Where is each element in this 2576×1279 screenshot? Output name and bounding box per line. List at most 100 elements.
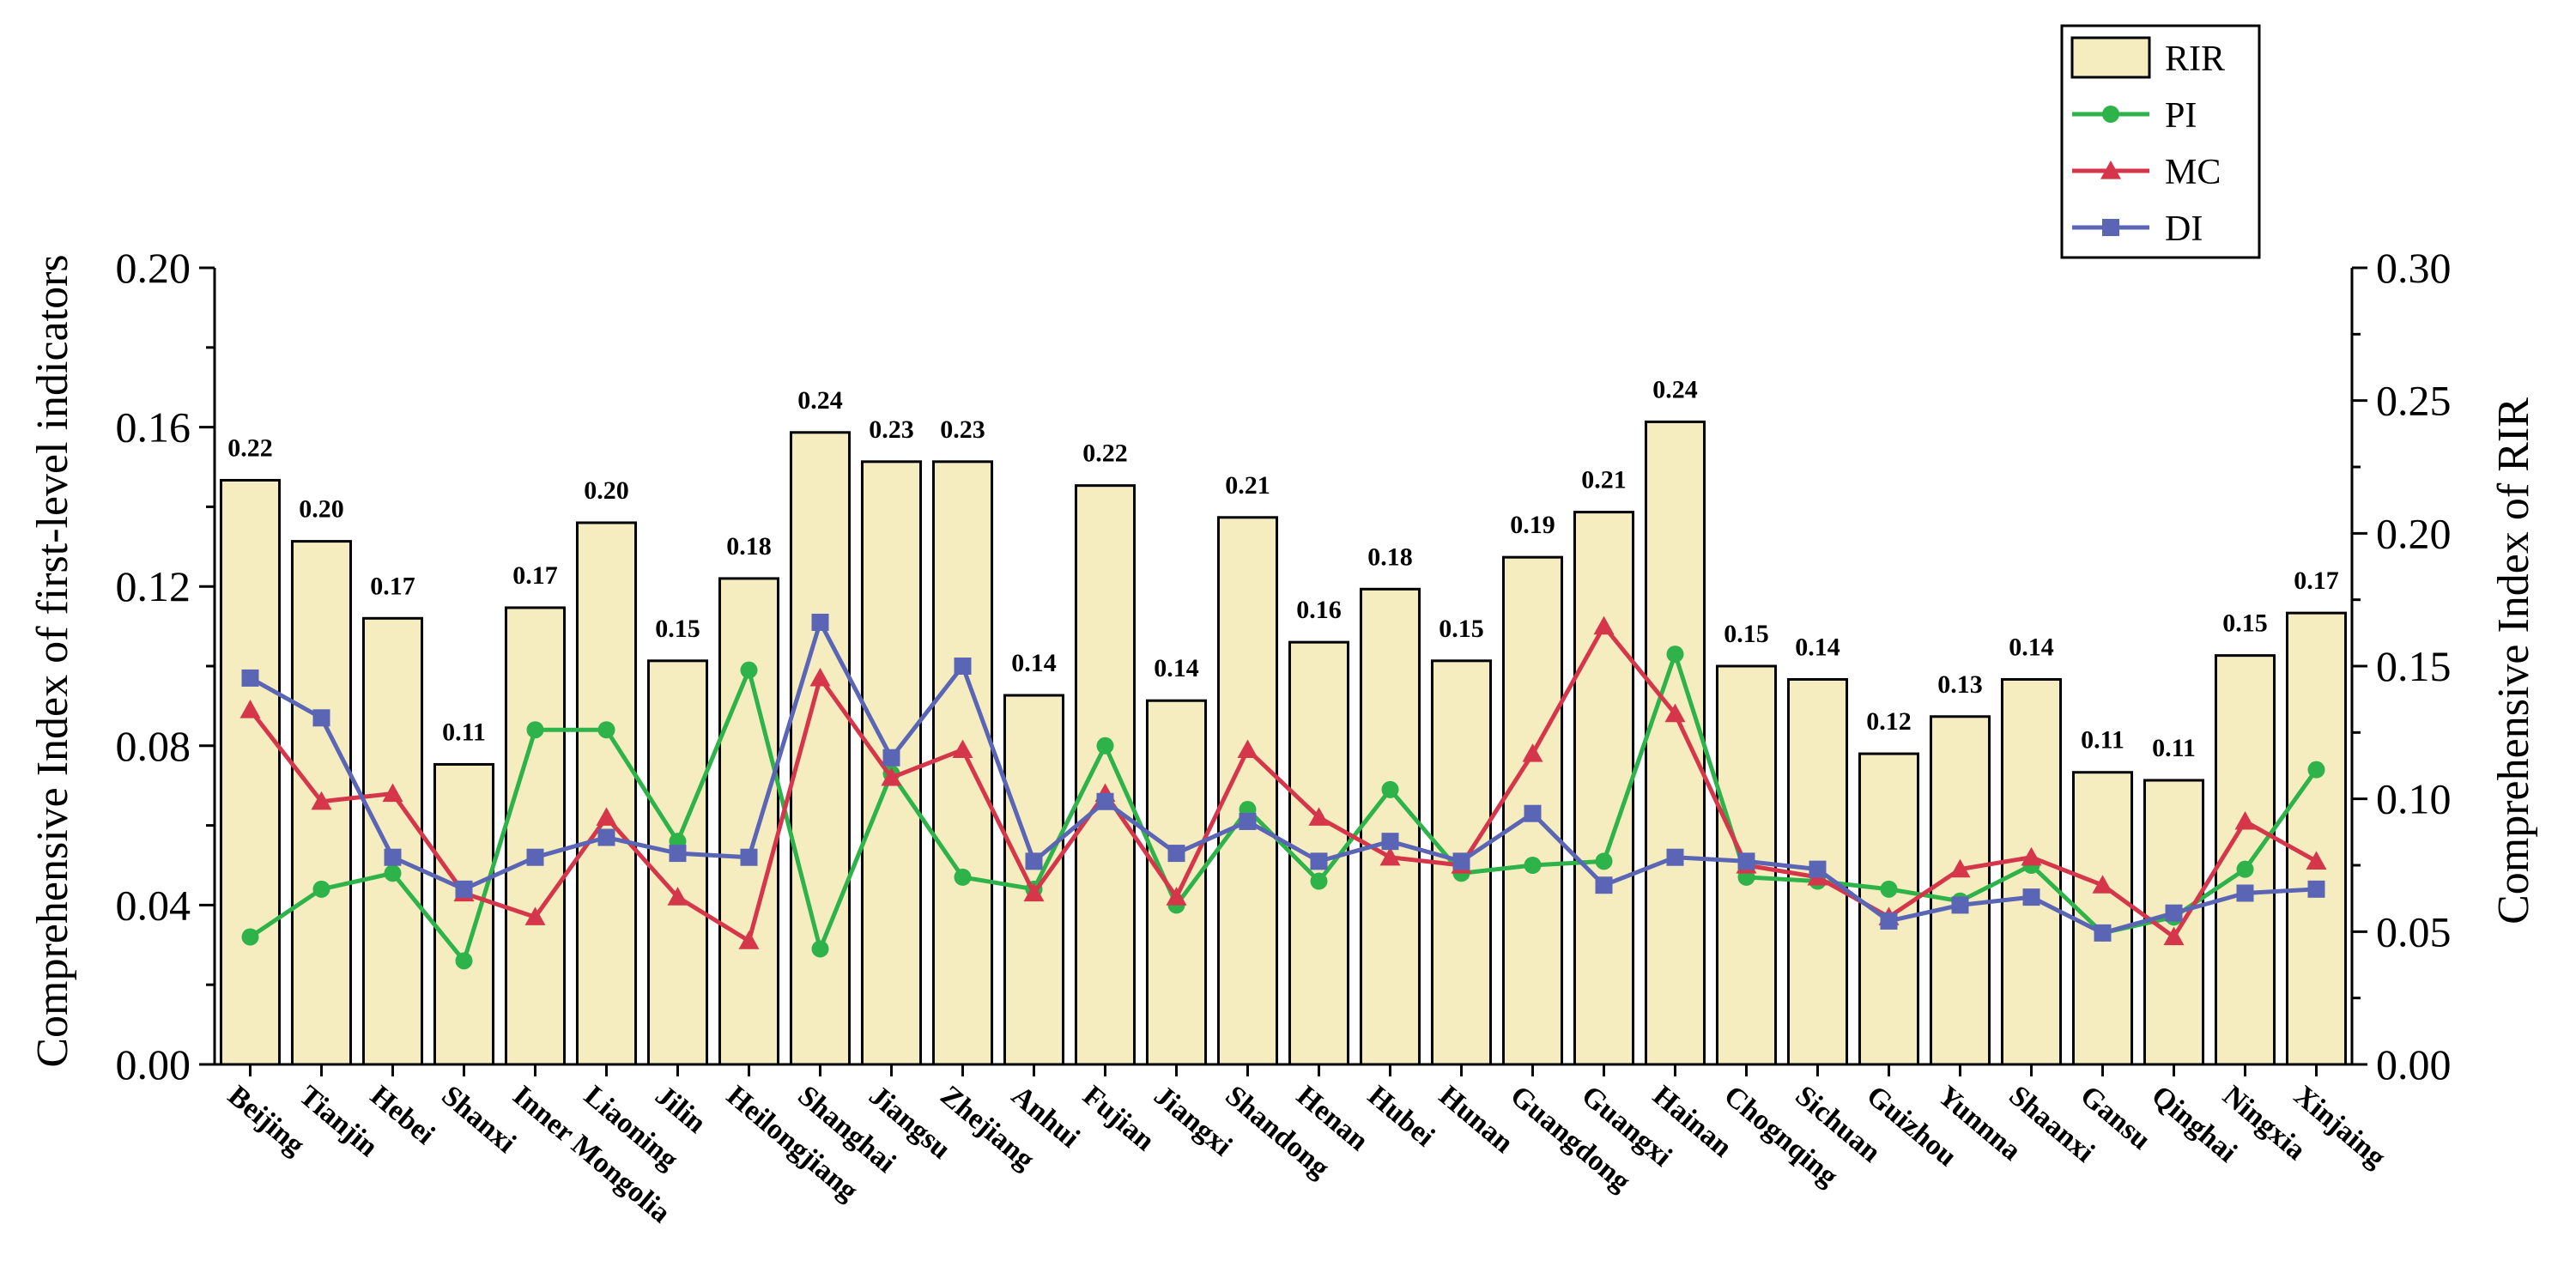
di-marker <box>811 613 829 631</box>
di-marker <box>669 845 687 863</box>
right-tick-label: 0.05 <box>2376 907 2452 955</box>
pi-marker <box>740 661 758 679</box>
bar-value-label: 0.15 <box>655 615 700 643</box>
di-marker <box>740 848 758 866</box>
right-tick-label: 0.00 <box>2376 1040 2452 1088</box>
bar-value-label: 0.11 <box>2152 734 2196 762</box>
bar-value-label: 0.24 <box>797 386 843 415</box>
di-marker <box>455 880 473 898</box>
pi-marker <box>526 721 544 739</box>
mc-marker <box>1237 739 1258 759</box>
bar-xinjaing <box>2285 611 2348 1066</box>
bar-ningxia <box>2214 654 2276 1066</box>
di-marker <box>1737 852 1755 870</box>
left-tick-label: 0.00 <box>116 1040 191 1088</box>
category-label: Jiangxi <box>1148 1080 1238 1162</box>
bar-series-group <box>219 420 2348 1066</box>
mc-marker <box>1522 743 1543 762</box>
pi-marker <box>1666 646 1684 664</box>
di-marker <box>1809 860 1827 878</box>
bar-gansu <box>2071 771 2134 1066</box>
mc-marker <box>1308 807 1330 826</box>
bar-zhejiang <box>931 460 994 1066</box>
bar-value-label: 0.17 <box>370 572 415 600</box>
bar-value-label: 0.20 <box>584 476 629 505</box>
bar-hainan <box>1644 420 1706 1066</box>
left-axis-title: Comprehensive Index of first-level indic… <box>28 254 77 1067</box>
mc-line <box>248 624 2318 943</box>
pi-marker <box>2236 860 2254 878</box>
bar-value-label: 0.21 <box>1581 466 1627 494</box>
pi-marker <box>1310 872 1328 890</box>
legend-swatch-rir <box>2070 36 2151 79</box>
pi-marker <box>455 952 473 970</box>
mc-marker <box>1379 846 1401 866</box>
pi-marker <box>811 940 829 958</box>
bar-hebei <box>361 616 424 1066</box>
mc-marker <box>2100 161 2121 179</box>
right-tick-label: 0.30 <box>2376 244 2452 292</box>
mc-marker <box>1166 887 1187 906</box>
category-label: Beijing <box>221 1080 310 1161</box>
mc-marker <box>1593 615 1615 635</box>
legend-label-pi: PI <box>2165 96 2197 136</box>
di-marker <box>1167 845 1185 863</box>
bar-shanxi <box>433 762 495 1066</box>
right-tick-label: 0.20 <box>2376 509 2452 557</box>
bar-jiangxi <box>1145 699 1208 1066</box>
mc-marker <box>239 700 261 718</box>
bar-value-label: 0.14 <box>1795 633 1840 661</box>
bar-value-label: 0.24 <box>1652 375 1698 403</box>
di-marker <box>1951 896 1969 914</box>
bar-anhui <box>1003 694 1065 1066</box>
di-marker <box>882 749 900 767</box>
pi-marker <box>954 868 972 886</box>
mc-marker <box>2092 875 2113 894</box>
di-marker <box>2236 884 2254 902</box>
mc-marker <box>2234 810 2256 830</box>
di-marker <box>1310 852 1328 870</box>
bar-inner-mongolia <box>504 606 567 1066</box>
left-tick-label: 0.16 <box>116 403 191 452</box>
bar-value-label: 0.16 <box>1296 596 1342 624</box>
mc-marker <box>382 783 403 803</box>
di-marker <box>2102 219 2119 236</box>
bar-value-label: 0.11 <box>442 718 486 746</box>
di-marker <box>2307 880 2325 898</box>
labels-group: 0.22 0.20 0.17 0.11 0.17 0.20 0.15 0.18 0.24 0.23… <box>116 244 2452 1229</box>
mc-marker <box>1664 703 1686 723</box>
axes-group <box>199 266 2367 1076</box>
line-series-group <box>239 613 2327 970</box>
pi-line <box>249 652 2318 963</box>
pi-marker <box>2102 106 2119 123</box>
pi-marker <box>1381 780 1399 798</box>
bar-value-label: 0.14 <box>1154 654 1199 682</box>
di-marker <box>312 709 330 727</box>
di-marker <box>954 658 972 675</box>
bar-hubei <box>1359 587 1421 1066</box>
mc-marker <box>596 807 617 826</box>
right-tick-label: 0.10 <box>2376 775 2452 823</box>
category-label: Hunan <box>1433 1080 1519 1160</box>
mc-marker <box>1949 858 1971 878</box>
pi-marker <box>312 880 330 898</box>
legend-label-rir: RIR <box>2165 39 2225 79</box>
left-tick-label: 0.20 <box>116 244 191 292</box>
legend-label-mc: MC <box>2165 153 2221 192</box>
right-axis-title: Comprehensive Index of RIR <box>2489 397 2538 924</box>
di-marker <box>1880 912 1898 930</box>
bar-value-label: 0.17 <box>2294 567 2339 595</box>
bar-value-label: 0.18 <box>1367 543 1413 571</box>
di-marker <box>2165 904 2183 922</box>
mc-marker <box>1023 882 1045 902</box>
di-marker <box>526 848 544 866</box>
mc-marker <box>738 930 760 949</box>
di-marker <box>1096 792 1114 810</box>
category-label: Fujian <box>1076 1080 1161 1157</box>
bar-value-label: 0.23 <box>869 415 914 444</box>
legend: RIR PI MC DI <box>2060 24 2261 259</box>
bar-value-label: 0.11 <box>2081 726 2124 755</box>
di-marker <box>2094 924 2112 942</box>
di-marker <box>384 848 402 866</box>
mc-marker <box>524 906 546 925</box>
